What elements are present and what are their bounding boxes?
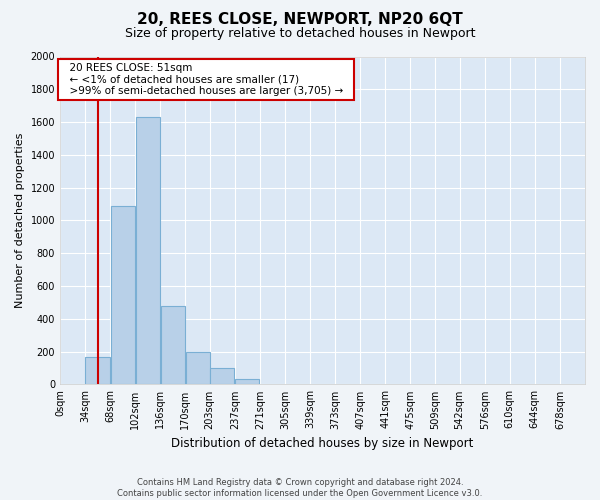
Text: Size of property relative to detached houses in Newport: Size of property relative to detached ho…	[125, 28, 475, 40]
Text: Contains HM Land Registry data © Crown copyright and database right 2024.
Contai: Contains HM Land Registry data © Crown c…	[118, 478, 482, 498]
Bar	[235, 378, 259, 384]
X-axis label: Distribution of detached houses by size in Newport: Distribution of detached houses by size …	[172, 437, 474, 450]
Bar	[161, 306, 185, 384]
Text: 20, REES CLOSE, NEWPORT, NP20 6QT: 20, REES CLOSE, NEWPORT, NP20 6QT	[137, 12, 463, 28]
Bar	[186, 352, 210, 384]
Bar	[210, 368, 235, 384]
Y-axis label: Number of detached properties: Number of detached properties	[15, 133, 25, 308]
Bar	[136, 117, 160, 384]
Bar	[85, 356, 110, 384]
Text: 20 REES CLOSE: 51sqm
  ← <1% of detached houses are smaller (17)
  >99% of semi-: 20 REES CLOSE: 51sqm ← <1% of detached h…	[62, 63, 349, 96]
Bar	[110, 206, 135, 384]
